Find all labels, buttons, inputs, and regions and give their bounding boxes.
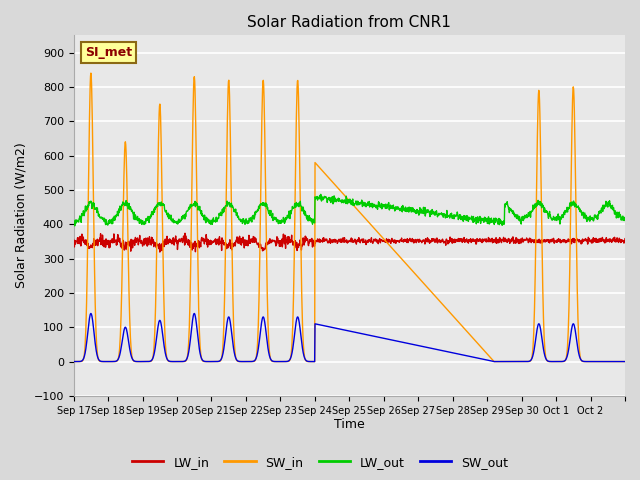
SW_in [156,105,164,111]
LW_out [621,215,629,221]
LW_in [614,240,622,245]
Line: LW_out: LW_out [74,194,625,226]
LW_out [614,213,622,218]
Y-axis label: Solar Radiation (W/m2): Solar Radiation (W/m2) [15,143,28,288]
SW_in [70,359,77,364]
Title: Solar Radiation from CNR1: Solar Radiation from CNR1 [248,15,451,30]
X-axis label: Time: Time [334,419,365,432]
SW_in [621,359,629,364]
Line: SW_out: SW_out [74,313,625,361]
SW_in [614,359,622,364]
SW_out [614,359,622,364]
LW_out [71,223,79,229]
LW_out [561,212,568,217]
LW_out [156,203,164,208]
Legend: LW_in, SW_in, LW_out, SW_out: LW_in, SW_in, LW_out, SW_out [127,451,513,474]
SW_out [561,358,568,364]
LW_in [156,242,164,248]
LW_in [480,238,488,244]
SW_in [561,359,568,364]
LW_in [621,236,629,241]
Line: LW_in: LW_in [74,233,625,252]
SW_in [325,175,333,180]
SW_out [87,311,95,316]
LW_in [181,230,189,236]
Text: SI_met: SI_met [84,46,132,59]
LW_out [70,218,77,224]
SW_in [87,70,95,76]
LW_in [156,249,164,255]
LW_out [480,219,488,225]
LW_in [325,240,333,245]
LW_out [325,194,333,200]
SW_out [621,359,629,364]
LW_in [561,237,568,242]
SW_out [156,318,164,324]
LW_in [335,237,343,243]
SW_out [479,357,487,362]
SW_out [335,326,343,332]
LW_in [70,237,77,242]
LW_out [335,196,343,202]
LW_out [317,192,324,197]
SW_in [479,347,487,353]
SW_out [70,359,77,364]
SW_out [325,324,333,330]
Line: SW_in: SW_in [74,73,625,361]
SW_in [335,186,343,192]
